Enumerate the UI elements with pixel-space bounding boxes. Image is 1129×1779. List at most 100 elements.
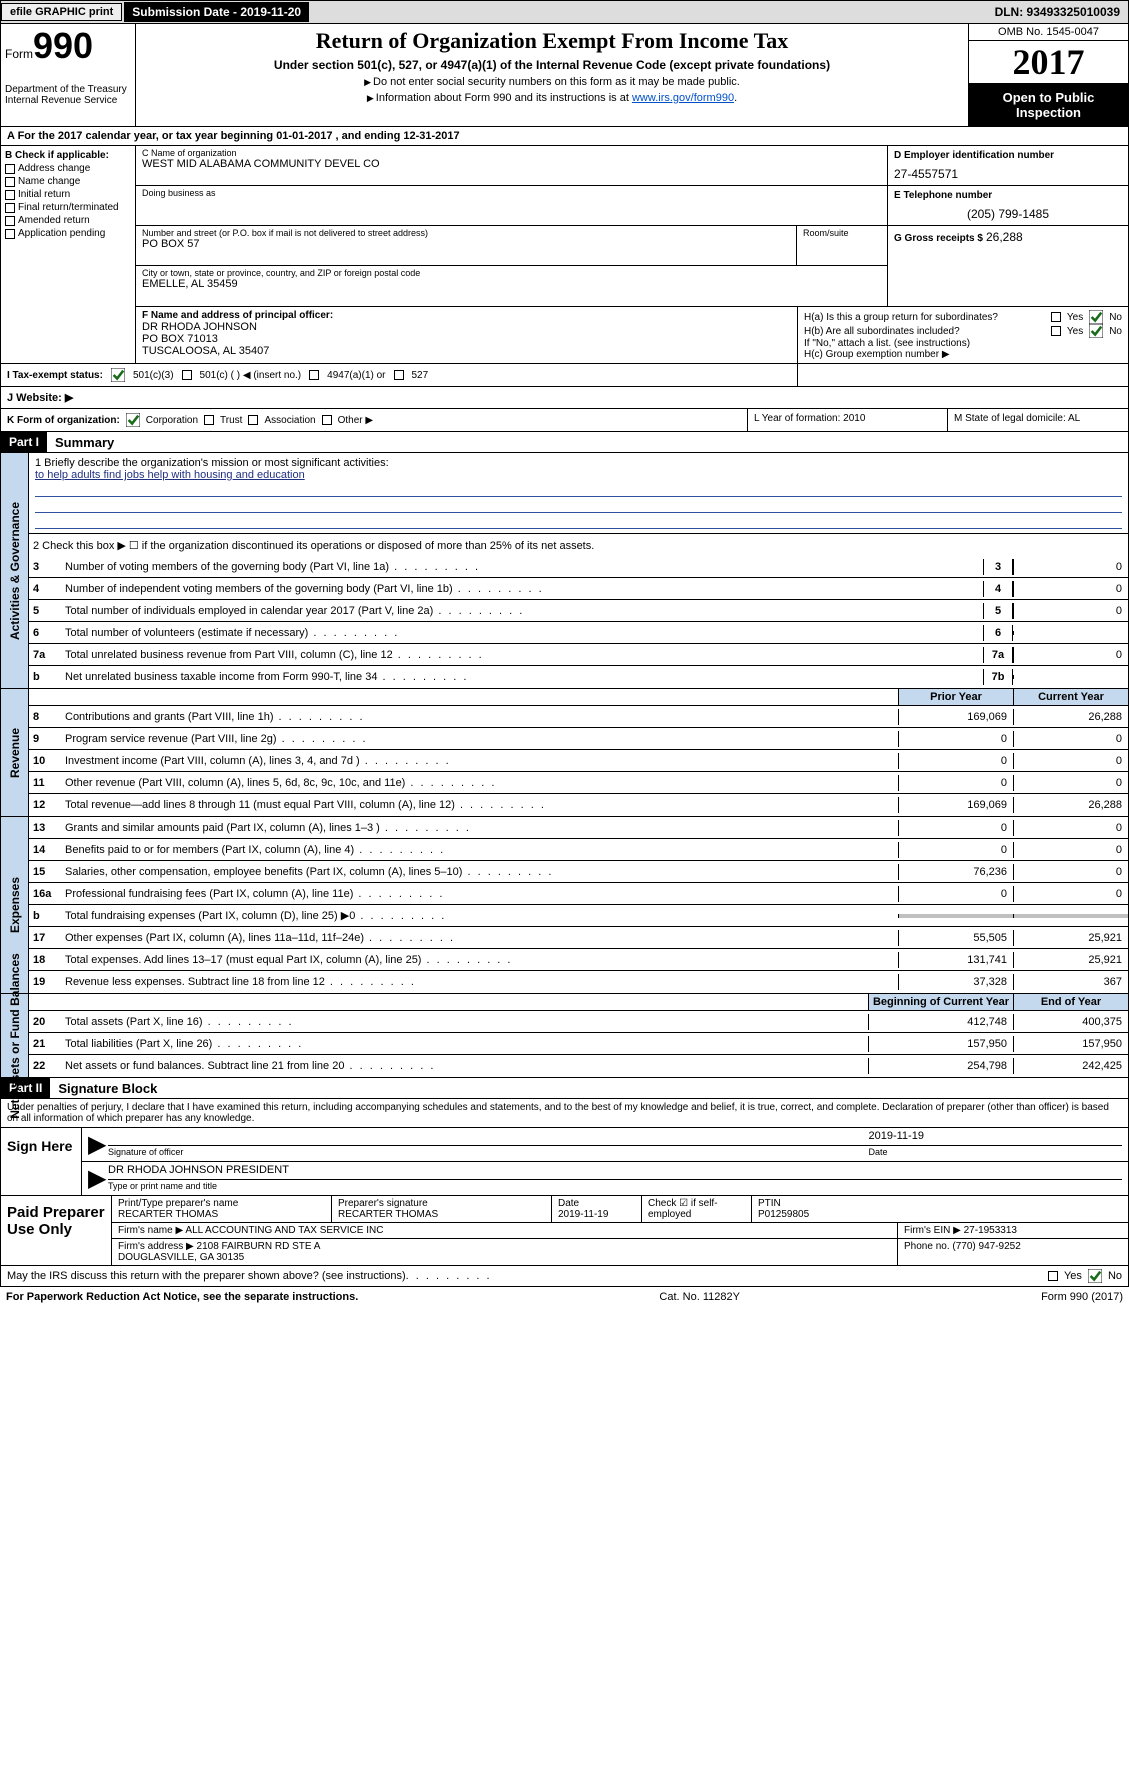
footer-left: For Paperwork Reduction Act Notice, see … bbox=[6, 1291, 358, 1303]
header-left: Form990 Department of the Treasury Inter… bbox=[1, 24, 136, 126]
summary-line: 12Total revenue—add lines 8 through 11 (… bbox=[29, 794, 1128, 816]
form-header: Form990 Department of the Treasury Inter… bbox=[0, 24, 1129, 127]
dba-label: Doing business as bbox=[142, 188, 881, 198]
form-word: Form bbox=[5, 47, 33, 61]
submission-date: Submission Date - 2019-11-20 bbox=[124, 2, 309, 22]
summary-governance: Activities & Governance 1 Briefly descri… bbox=[0, 453, 1129, 689]
footer-right: Form 990 (2017) bbox=[1041, 1291, 1123, 1303]
opt-4947: 4947(a)(1) or bbox=[327, 370, 385, 381]
top-toolbar: efile GRAPHIC print Submission Date - 20… bbox=[0, 0, 1129, 24]
tab-net-assets: Net Assets or Fund Balances bbox=[1, 994, 29, 1077]
net-col-headers: Beginning of Current Year End of Year bbox=[29, 994, 1128, 1011]
gross-value: 26,288 bbox=[986, 230, 1023, 244]
summary-line: 21Total liabilities (Part X, line 26)157… bbox=[29, 1033, 1128, 1055]
h-c-label: H(c) Group exemption number ▶ bbox=[804, 349, 1122, 360]
checkbox-final-return[interactable] bbox=[5, 203, 15, 213]
summary-line: 7aTotal unrelated business revenue from … bbox=[29, 644, 1128, 666]
part-1-title: Summary bbox=[47, 435, 114, 450]
ein-label: D Employer identification number bbox=[894, 150, 1122, 161]
irs-discuss-row: May the IRS discuss this return with the… bbox=[0, 1266, 1129, 1287]
firm-ein: 27-1953313 bbox=[964, 1225, 1017, 1236]
irs-discuss-text: May the IRS discuss this return with the… bbox=[7, 1270, 406, 1282]
irs-yes[interactable] bbox=[1048, 1271, 1058, 1281]
part-1-badge: Part I bbox=[1, 432, 47, 452]
checkbox-app-pending[interactable] bbox=[5, 229, 15, 239]
sig-officer-label: Signature of officer bbox=[108, 1146, 869, 1157]
col-beginning: Beginning of Current Year bbox=[868, 994, 1013, 1010]
sig-date-label: Date bbox=[869, 1146, 1123, 1157]
row-klm: K Form of organization: Corporation Trus… bbox=[0, 409, 1129, 432]
summary-line: 20Total assets (Part X, line 16)412,7484… bbox=[29, 1011, 1128, 1033]
firm-name-label: Firm's name ▶ bbox=[118, 1225, 183, 1236]
checkbox-other[interactable] bbox=[322, 415, 332, 425]
checked-icon bbox=[1088, 1269, 1102, 1283]
header-center: Return of Organization Exempt From Incom… bbox=[136, 24, 968, 126]
checkbox-address-change[interactable] bbox=[5, 164, 15, 174]
checkbox-label: Application pending bbox=[18, 228, 105, 239]
summary-line: 18Total expenses. Add lines 13–17 (must … bbox=[29, 949, 1128, 971]
part-2-header: Part II Signature Block bbox=[0, 1078, 1129, 1099]
summary-line: 5Total number of individuals employed in… bbox=[29, 600, 1128, 622]
opt-501c: 501(c) ( ) ◀ (insert no.) bbox=[200, 370, 302, 381]
self-employed: Check ☑ if self-employed bbox=[642, 1196, 752, 1222]
summary-line: 9Program service revenue (Part VIII, lin… bbox=[29, 728, 1128, 750]
line-1-briefly: 1 Briefly describe the organization's mi… bbox=[29, 453, 1128, 534]
summary-line: 17Other expenses (Part IX, column (A), l… bbox=[29, 927, 1128, 949]
gross-label: G Gross receipts $ bbox=[894, 233, 983, 244]
city-value: EMELLE, AL 35459 bbox=[142, 278, 881, 290]
checkbox-assoc[interactable] bbox=[248, 415, 258, 425]
signature-section: Under penalties of perjury, I declare th… bbox=[0, 1099, 1129, 1266]
summary-line: bNet unrelated business taxable income f… bbox=[29, 666, 1128, 688]
checkbox-name-change[interactable] bbox=[5, 177, 15, 187]
h-a-yes[interactable] bbox=[1051, 312, 1061, 322]
prep-sig-label: Preparer's signature bbox=[338, 1198, 545, 1209]
summary-line: 10Investment income (Part VIII, column (… bbox=[29, 750, 1128, 772]
checkbox-amended[interactable] bbox=[5, 216, 15, 226]
firm-phone: (770) 947-9252 bbox=[952, 1241, 1020, 1252]
checkbox-4947[interactable] bbox=[309, 370, 319, 380]
summary-line: 15Salaries, other compensation, employee… bbox=[29, 861, 1128, 883]
form-subtitle: Under section 501(c), 527, or 4947(a)(1)… bbox=[144, 58, 960, 72]
form-note-1: Do not enter social security numbers on … bbox=[373, 76, 740, 88]
form990-link[interactable]: www.irs.gov/form990 bbox=[632, 92, 734, 104]
tax-status-label: I Tax-exempt status: bbox=[7, 370, 103, 381]
row-j-website: J Website: ▶ bbox=[0, 387, 1129, 409]
prep-name: RECARTER THOMAS bbox=[118, 1209, 325, 1220]
footer-mid: Cat. No. 11282Y bbox=[659, 1291, 740, 1303]
checked-icon bbox=[1089, 324, 1103, 338]
ptin-value: P01259805 bbox=[758, 1209, 1122, 1220]
summary-line: 19Revenue less expenses. Subtract line 1… bbox=[29, 971, 1128, 993]
h-b-yes[interactable] bbox=[1051, 326, 1061, 336]
form-note-2: Information about Form 990 and its instr… bbox=[376, 92, 632, 104]
firm-ein-label: Firm's EIN ▶ bbox=[904, 1225, 961, 1236]
checkbox-501c[interactable] bbox=[182, 370, 192, 380]
checkbox-label: Address change bbox=[18, 163, 90, 174]
room-label: Room/suite bbox=[803, 228, 881, 238]
state-domicile: M State of legal domicile: AL bbox=[948, 409, 1128, 431]
briefly-label: 1 Briefly describe the organization's mi… bbox=[35, 457, 1122, 469]
phone-value: (205) 799-1485 bbox=[894, 207, 1122, 221]
summary-line: 4Number of independent voting members of… bbox=[29, 578, 1128, 600]
sign-arrow-icon: ▶ bbox=[88, 1164, 108, 1193]
col-prior-year: Prior Year bbox=[898, 689, 1013, 705]
row-i: I Tax-exempt status: 501(c)(3) 501(c) ( … bbox=[0, 364, 1129, 387]
officer-addr1: PO BOX 71013 bbox=[142, 333, 791, 345]
checkbox-initial-return[interactable] bbox=[5, 190, 15, 200]
checkbox-trust[interactable] bbox=[204, 415, 214, 425]
efile-print-button[interactable]: efile GRAPHIC print bbox=[1, 3, 122, 21]
perjury-text: Under penalties of perjury, I declare th… bbox=[1, 1099, 1128, 1127]
form-title: Return of Organization Exempt From Incom… bbox=[144, 28, 960, 54]
paid-preparer-block: Paid Preparer Use Only Print/Type prepar… bbox=[1, 1195, 1128, 1265]
header-right: OMB No. 1545-0047 2017 Open to Public In… bbox=[968, 24, 1128, 126]
org-name: WEST MID ALABAMA COMMUNITY DEVEL CO bbox=[142, 158, 881, 170]
summary-line: 22Net assets or fund balances. Subtract … bbox=[29, 1055, 1128, 1077]
main-info-box: B Check if applicable: Address change Na… bbox=[0, 146, 1129, 364]
checkbox-label: Amended return bbox=[18, 215, 90, 226]
summary-line: 14Benefits paid to or for members (Part … bbox=[29, 839, 1128, 861]
type-name-label: Type or print name and title bbox=[108, 1180, 1122, 1191]
briefly-value: to help adults find jobs help with housi… bbox=[35, 469, 1122, 481]
box-h: H(a) Is this a group return for subordin… bbox=[798, 307, 1128, 363]
checkbox-527[interactable] bbox=[394, 370, 404, 380]
year-formation: L Year of formation: 2010 bbox=[748, 409, 948, 431]
prep-date-label: Date bbox=[558, 1198, 635, 1209]
